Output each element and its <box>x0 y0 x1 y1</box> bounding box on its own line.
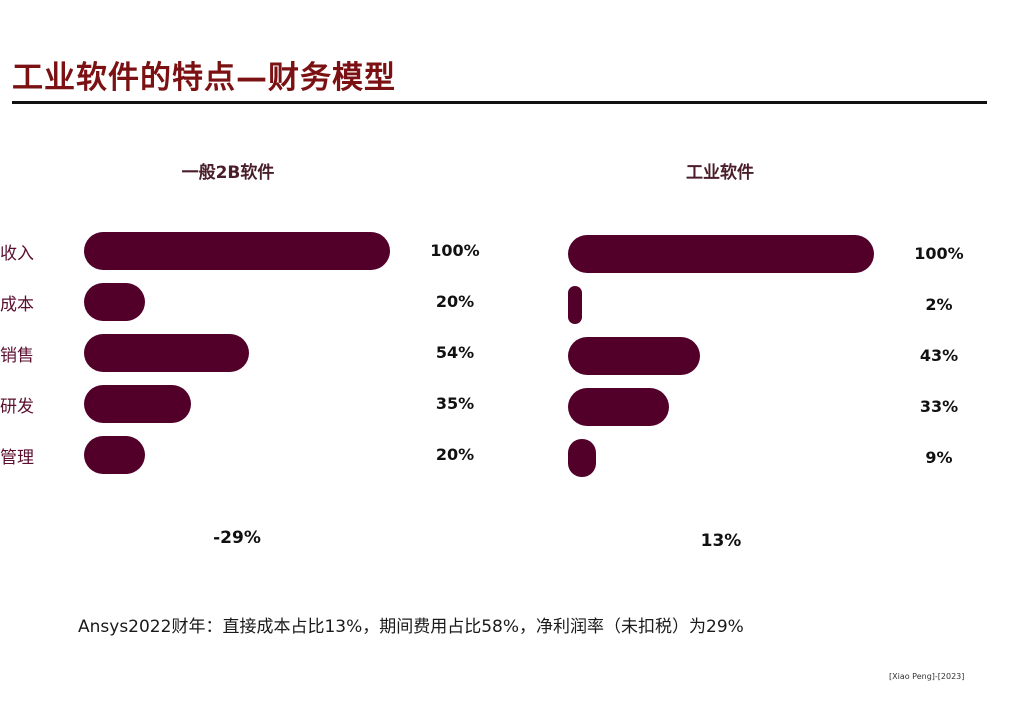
bar-industrial-2 <box>568 337 700 375</box>
chart-title-industrial: 工业软件 <box>686 163 754 183</box>
value-label-industrial-2: 43% <box>919 346 959 365</box>
category-label-4: 管理 <box>0 448 34 468</box>
footnote: Ansys2022财年：直接成本占比13%，期间费用占比58%，净利润率（未扣税… <box>78 617 744 637</box>
value-label-general-4: 20% <box>435 445 475 464</box>
source-credit: [Xiao Peng]-[2023] <box>889 672 965 681</box>
value-label-industrial-1: 2% <box>925 295 953 314</box>
value-label-general-1: 20% <box>435 292 475 311</box>
bar-general-0 <box>84 232 390 270</box>
bar-industrial-1 <box>568 286 582 324</box>
value-label-industrial-0: 100% <box>914 244 964 263</box>
value-label-industrial-4: 9% <box>925 448 953 467</box>
value-label-general-0: 100% <box>430 241 480 260</box>
value-label-general-3: 35% <box>435 394 475 413</box>
bar-industrial-0 <box>568 235 874 273</box>
category-label-0: 收入 <box>0 244 34 264</box>
category-label-3: 研发 <box>0 397 34 417</box>
value-label-general-2: 54% <box>435 343 475 362</box>
bar-general-4 <box>84 436 146 474</box>
net-margin-label-general: -29% <box>213 528 261 548</box>
net-margin-label-industrial: 13% <box>700 531 742 551</box>
value-label-industrial-3: 33% <box>919 397 959 416</box>
chart-title-general-2b: 一般2B软件 <box>181 163 275 183</box>
bar-industrial-3 <box>568 388 669 426</box>
title-divider <box>12 101 987 104</box>
bar-general-2 <box>84 334 250 372</box>
page-title: 工业软件的特点—财务模型 <box>12 60 396 96</box>
bar-industrial-4 <box>568 439 596 477</box>
bar-general-3 <box>84 385 192 423</box>
bar-general-1 <box>84 283 146 321</box>
category-label-2: 销售 <box>0 346 34 366</box>
category-label-1: 成本 <box>0 295 34 315</box>
